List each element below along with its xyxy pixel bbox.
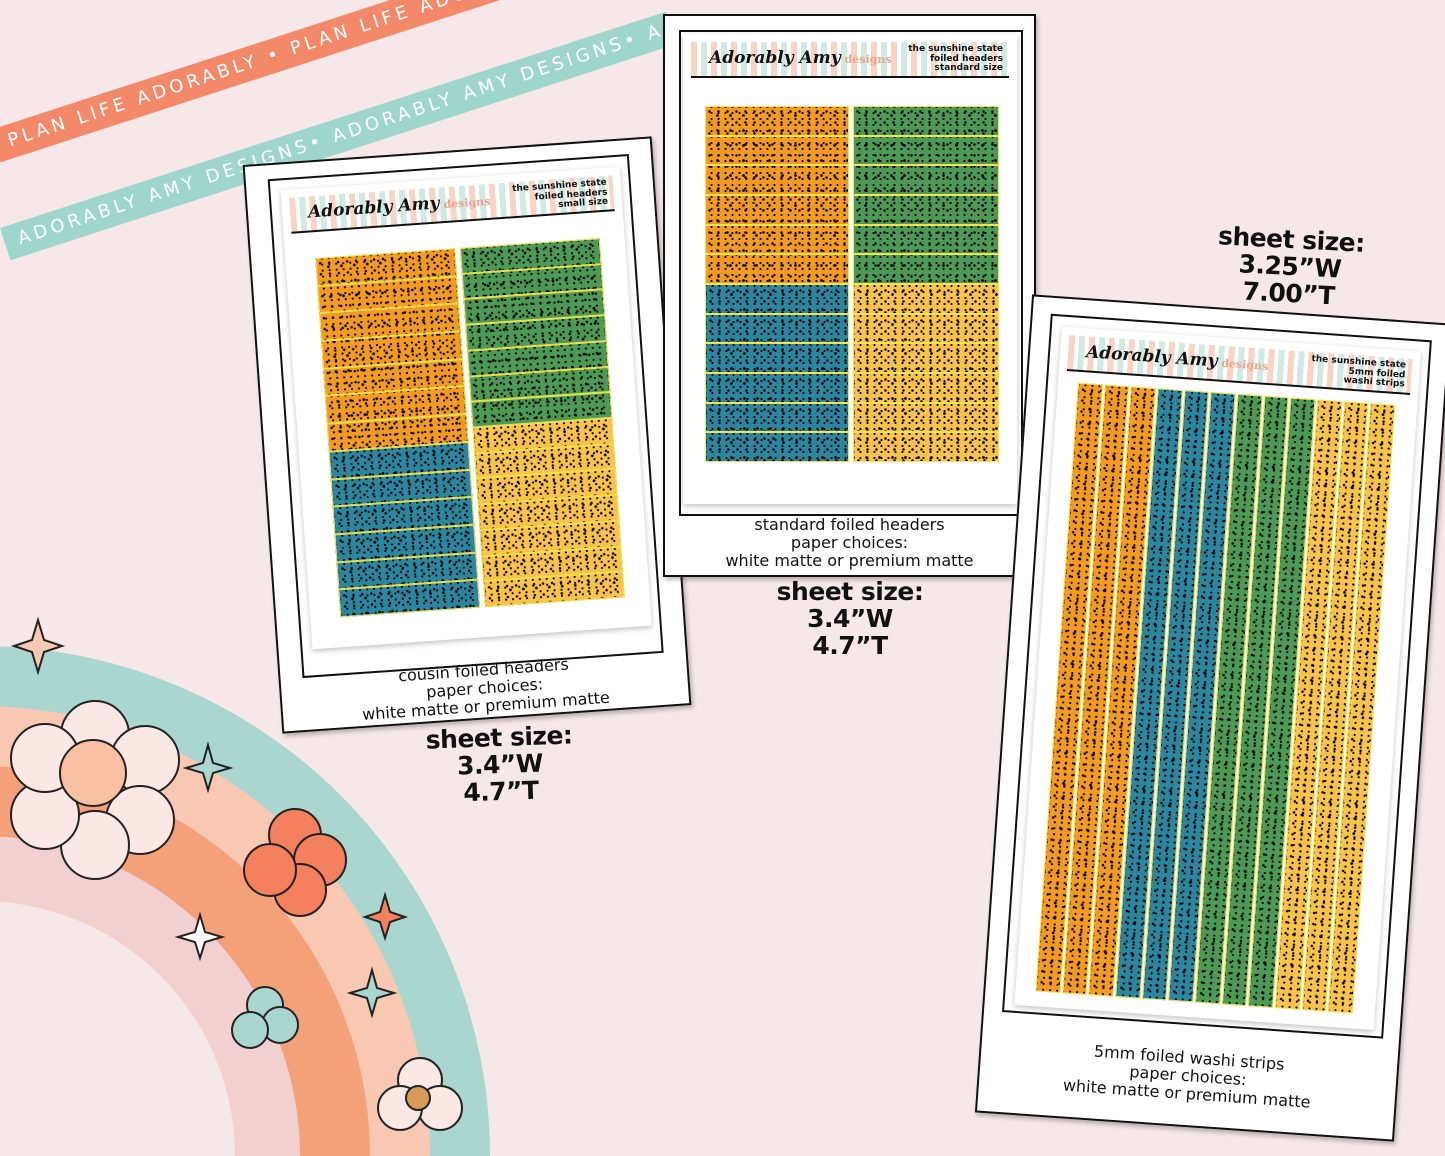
sparkle-icon bbox=[174, 911, 226, 962]
sticker-column-left bbox=[315, 248, 481, 618]
washi-strips bbox=[1035, 382, 1396, 1014]
sheet-header: Adorably Amy designs the sunshine state fo… bbox=[289, 175, 615, 234]
sheet-header: Adorably Amy designs the sunshine state fo… bbox=[691, 42, 1009, 78]
sticker-column-right bbox=[853, 106, 999, 463]
sheet-size-label: sheet size: 3.25”W 7.00”T bbox=[1217, 221, 1366, 311]
flower-icon bbox=[243, 808, 347, 917]
product-caption: 5mm foiled washi strips paper choices: whi… bbox=[1062, 1041, 1312, 1112]
sparkle-icon bbox=[361, 891, 409, 942]
sparkle-icon bbox=[10, 616, 66, 676]
flower-icon bbox=[231, 986, 299, 1049]
product-card-cousin-headers: Adorably Amy designs the sunshine state fo… bbox=[242, 136, 692, 734]
sparkle-icon bbox=[182, 741, 234, 794]
sheet-size-label: sheet size: 3.4”W 4.7”T bbox=[776, 577, 924, 660]
smiley-flower-icon bbox=[10, 700, 180, 880]
product-caption: standard foiled headers paper choices: whi… bbox=[725, 515, 974, 570]
sheet-size-label: sheet size: 3.4”W 4.7”T bbox=[425, 720, 573, 808]
sparkle-icon bbox=[346, 966, 398, 1019]
rainbow-illustration bbox=[0, 616, 490, 1156]
product-card-washi-strips: Adorably Amy designs the sunshine state 5m… bbox=[974, 294, 1445, 1142]
product-card-standard-headers: Adorably Amy designs the sunshine state fo… bbox=[663, 14, 1036, 577]
brand-logo: Adorably Amy designs bbox=[1085, 342, 1269, 373]
brand-logo: Adorably Amy designs bbox=[307, 193, 491, 223]
sticker-column-right bbox=[459, 238, 625, 608]
brand-logo: Adorably Amy designs bbox=[709, 48, 892, 68]
sticker-column-left bbox=[705, 106, 849, 463]
